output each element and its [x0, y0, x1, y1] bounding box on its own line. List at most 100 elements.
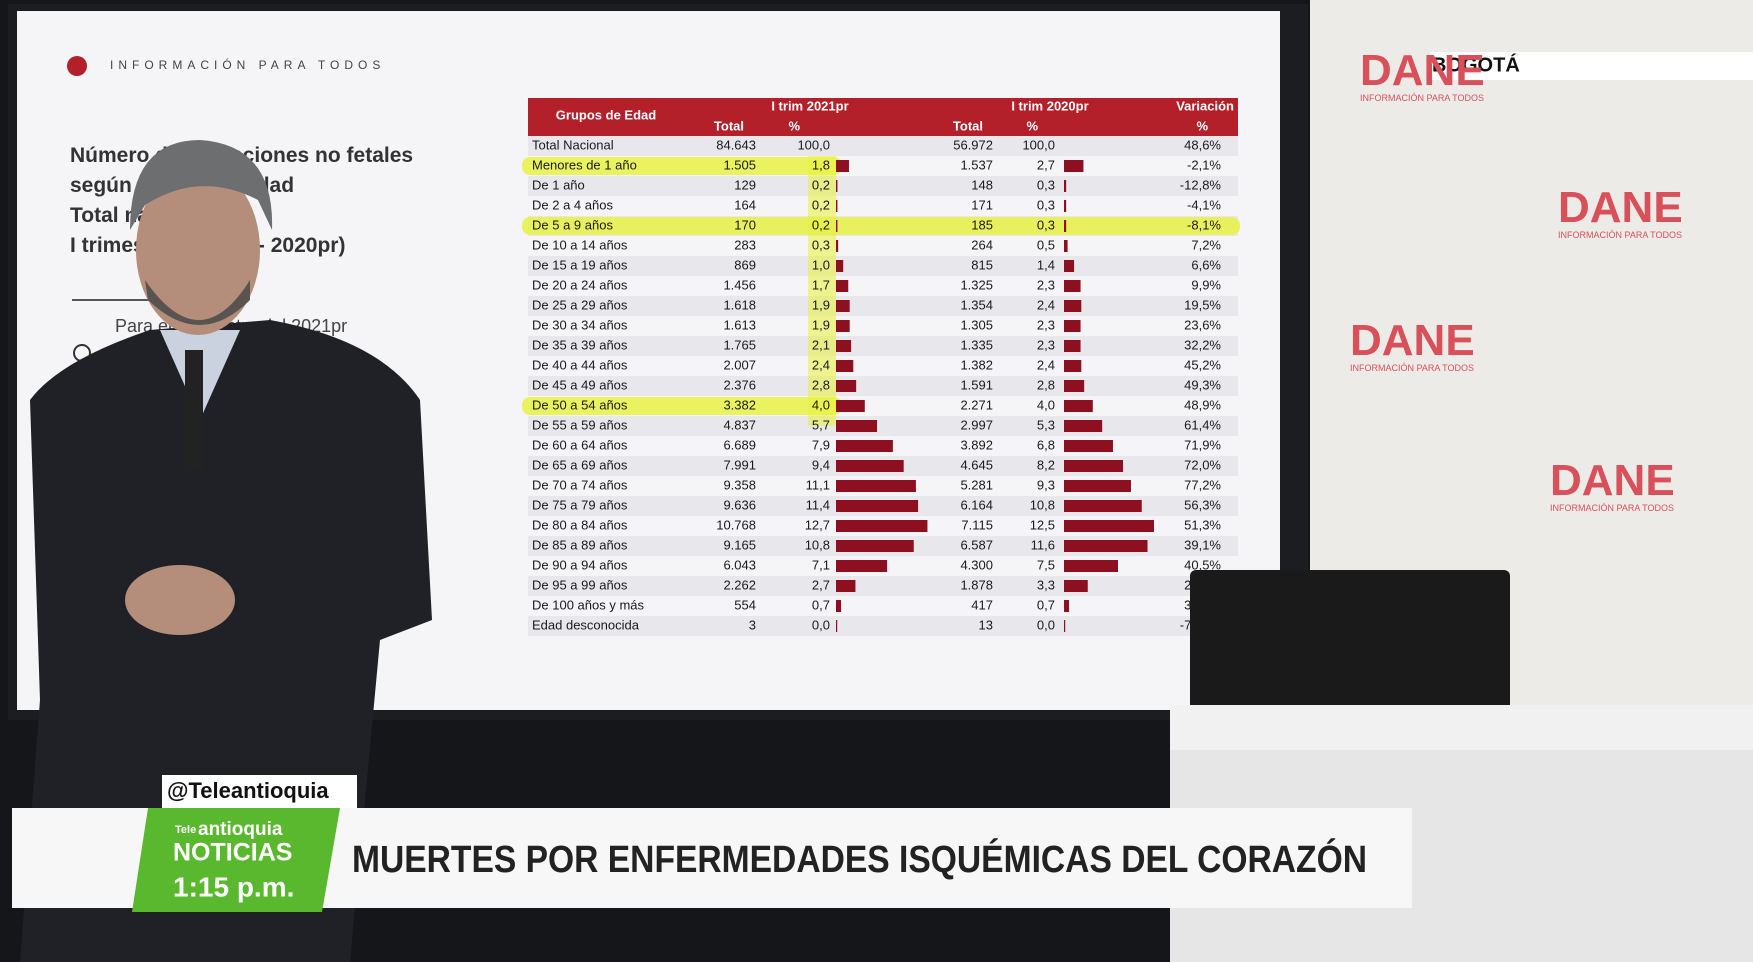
cell: 9,4: [812, 457, 830, 472]
cell: 0,0: [812, 617, 830, 632]
cell: 12,5: [1030, 517, 1055, 532]
dane-tagline: INFORMACIÓN PARA TODOS: [1550, 503, 1674, 513]
header-cell: I trim 2021pr: [771, 98, 848, 113]
bar: [836, 380, 857, 392]
channel-small: Tele: [175, 824, 196, 836]
cell: 171: [971, 197, 993, 212]
cell: 2,1: [812, 337, 830, 352]
header-cell: Grupos de Edad: [556, 107, 656, 122]
bar: [1064, 280, 1081, 292]
highlight: [522, 157, 842, 175]
bar: [1064, 500, 1142, 512]
bar: [1064, 340, 1081, 352]
cell: 49,3%: [1184, 377, 1221, 392]
headline: MUERTES POR ENFERMEDADES ISQUÉMICAS DEL …: [352, 837, 1367, 881]
cell: 56.972: [953, 137, 993, 152]
cell: De 30 a 34 años: [532, 317, 628, 332]
cell: 10,8: [1030, 497, 1055, 512]
cell: 8,2: [1037, 457, 1055, 472]
row-band: [528, 376, 1238, 396]
cell: 185: [971, 217, 993, 232]
bar: [836, 520, 928, 532]
cell: 1.878: [960, 577, 993, 592]
cell: 48,9%: [1184, 397, 1221, 412]
cell: De 5 a 9 años: [532, 217, 613, 232]
slide-brand: INFORMACIÓN PARA TODOS: [110, 57, 385, 72]
bar: [1064, 240, 1068, 252]
cell: 48,6%: [1184, 137, 1221, 152]
cell: 32,2%: [1184, 337, 1221, 352]
header-cell: %: [1196, 118, 1208, 133]
bar: [1064, 260, 1075, 272]
cell: 13: [979, 617, 993, 632]
cell: 51,3%: [1184, 517, 1221, 532]
cell: De 80 a 84 años: [532, 517, 628, 532]
program: NOTICIAS: [173, 839, 292, 867]
cell: 0,2: [812, 217, 830, 232]
cell: 0,3: [1037, 197, 1055, 212]
cell: 148: [971, 177, 993, 192]
cell: 2,3: [1037, 337, 1055, 352]
bar: [1064, 600, 1070, 612]
cell: 9.165: [723, 537, 756, 552]
cell: 10.768: [716, 517, 756, 532]
cell: 7,1: [812, 557, 830, 572]
cell: Edad desconocida: [532, 617, 640, 632]
location-box: [1430, 52, 1753, 80]
cell: 10,8: [805, 537, 830, 552]
row-band: [528, 136, 1238, 156]
cell: 0,3: [812, 237, 830, 252]
presenter-face: [136, 165, 260, 335]
cell: 1.382: [960, 357, 993, 372]
cell: 3: [749, 617, 756, 632]
cell: 9.636: [723, 497, 756, 512]
bar: [1064, 380, 1085, 392]
bar: [1064, 440, 1113, 452]
cell: De 40 a 44 años: [532, 357, 628, 372]
cell: 61,4%: [1184, 417, 1221, 432]
cell: De 85 a 89 años: [532, 537, 628, 552]
cell: 1.354: [960, 297, 993, 312]
cell: -12,8%: [1180, 177, 1222, 192]
bar: [1064, 540, 1148, 552]
cell: -8,1%: [1187, 217, 1221, 232]
podium-glass: [1170, 705, 1753, 750]
cell: De 15 a 19 años: [532, 257, 628, 272]
cell: 264: [971, 237, 993, 252]
cell: 170: [734, 217, 756, 232]
cell: Total Nacional: [532, 137, 614, 152]
cell: 0,2: [812, 197, 830, 212]
row-band: [528, 416, 1238, 436]
cell: De 75 a 79 años: [532, 497, 628, 512]
bar: [1064, 180, 1067, 192]
cell: 3,3: [1037, 577, 1055, 592]
bar: [836, 580, 856, 592]
cell: 5,7: [812, 417, 830, 432]
cell: 1,7: [812, 277, 830, 292]
cell: 2,8: [812, 377, 830, 392]
cell: 56,3%: [1184, 497, 1221, 512]
cell: 1.613: [723, 317, 756, 332]
cell: De 20 a 24 años: [532, 277, 628, 292]
handle: @Teleantioquia: [167, 778, 329, 803]
cell: 11,4: [806, 497, 830, 512]
cell: 0,7: [812, 597, 830, 612]
bar: [836, 440, 893, 452]
header-cell: %: [1026, 118, 1038, 133]
bar: [1064, 300, 1082, 312]
dane-logo: DANE: [1558, 183, 1683, 232]
cell: 9,3: [1037, 477, 1055, 492]
cell: 1,9: [812, 317, 830, 332]
cell: -4,1%: [1187, 197, 1221, 212]
cell: 2.376: [723, 377, 756, 392]
bar: [1064, 560, 1118, 572]
cell: 0,7: [1037, 597, 1055, 612]
cell: 0,3: [1037, 217, 1055, 232]
row-band: [528, 176, 1238, 196]
bar: [1064, 460, 1124, 472]
bar: [836, 200, 838, 212]
cell: 1,4: [1037, 257, 1055, 272]
cell: De 65 a 69 años: [532, 457, 628, 472]
bar: [1064, 520, 1154, 532]
header-cell: Variación: [1176, 98, 1234, 113]
